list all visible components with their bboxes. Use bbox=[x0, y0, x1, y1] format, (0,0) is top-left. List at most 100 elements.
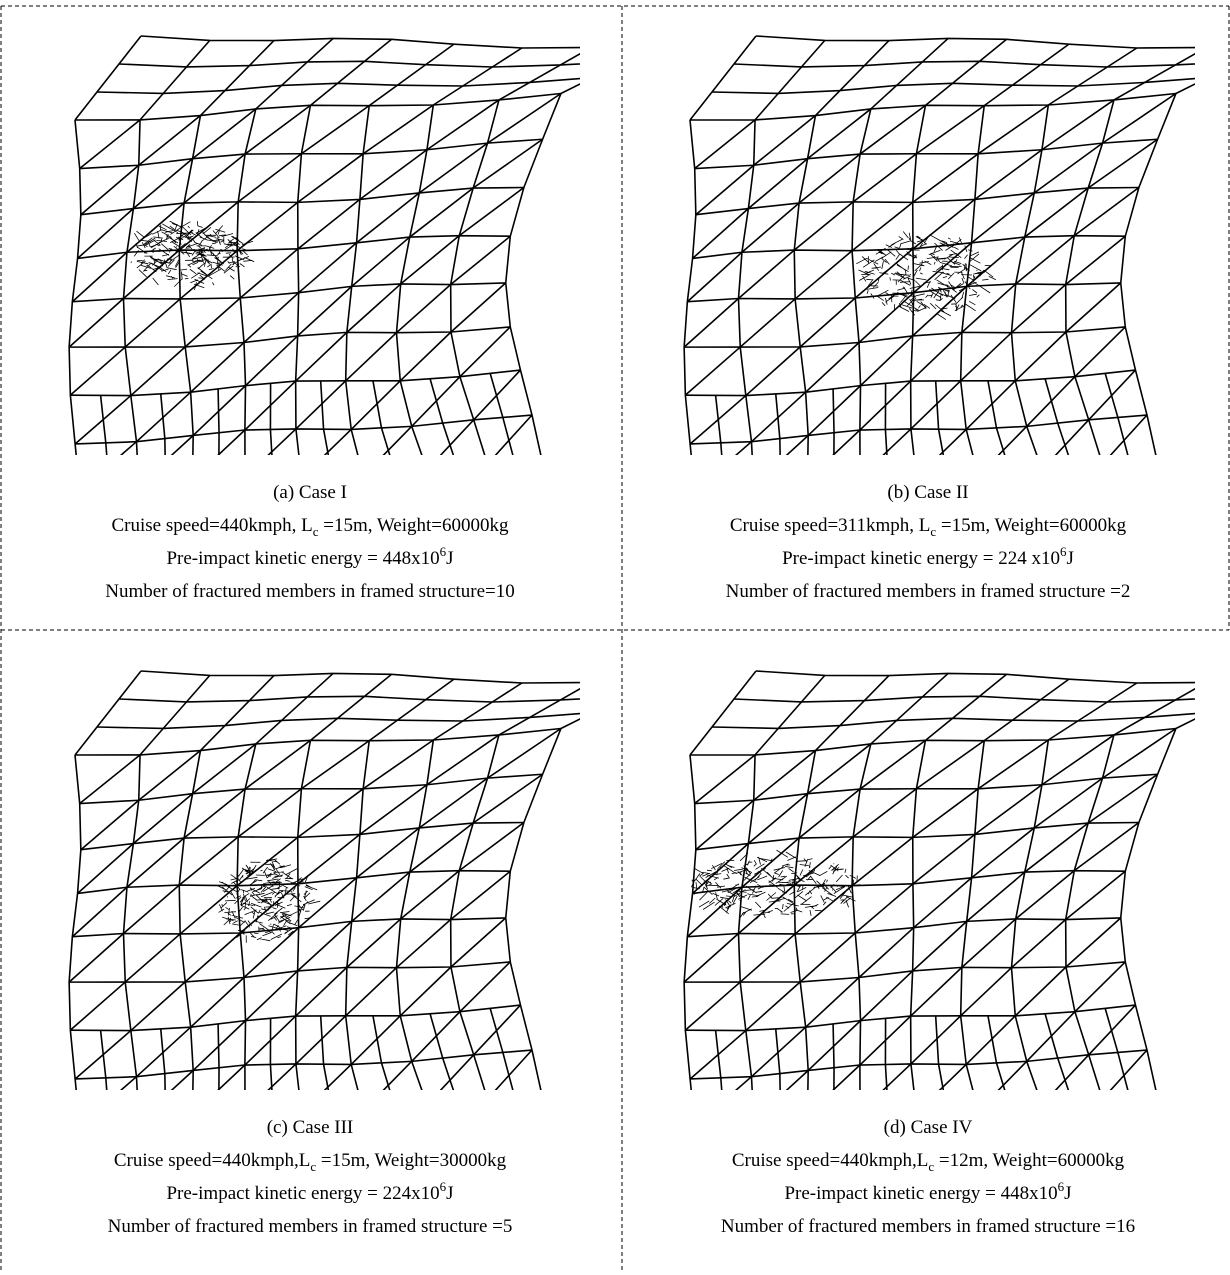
page: (a) Case ICruise speed=440kmph, Lc =15m,… bbox=[0, 0, 1230, 1275]
member bbox=[123, 885, 179, 933]
member bbox=[716, 395, 721, 442]
member bbox=[859, 928, 914, 978]
member bbox=[1016, 871, 1075, 919]
text-part: Pre-impact kinetic energy = 448x10 bbox=[784, 1183, 1057, 1204]
member bbox=[1118, 1052, 1130, 1098]
caption-label: (d) Case IV bbox=[884, 1117, 973, 1138]
member bbox=[1011, 740, 1056, 1148]
member bbox=[1066, 871, 1126, 919]
member bbox=[140, 675, 210, 755]
member bbox=[738, 755, 755, 1164]
member bbox=[1045, 379, 1058, 423]
caption-line: Pre-impact kinetic energy = 224 x106J bbox=[782, 544, 1074, 569]
member bbox=[301, 106, 369, 154]
member bbox=[996, 1063, 1010, 1108]
member bbox=[1011, 920, 1065, 968]
member bbox=[443, 1058, 458, 1102]
member bbox=[716, 1030, 721, 1077]
member bbox=[1103, 415, 1147, 464]
member bbox=[351, 381, 400, 430]
caption-fractured: Number of fractured members in framed st… bbox=[108, 1216, 513, 1237]
member bbox=[80, 120, 140, 169]
text-part: =12m, Weight=60000kg bbox=[934, 1150, 1125, 1171]
member bbox=[1121, 729, 1176, 1147]
member bbox=[506, 729, 561, 1147]
member bbox=[139, 1070, 193, 1120]
member bbox=[756, 671, 1230, 683]
member bbox=[833, 389, 834, 433]
member bbox=[400, 332, 451, 381]
member bbox=[966, 1016, 1015, 1065]
member bbox=[506, 94, 561, 512]
member bbox=[911, 967, 962, 1016]
member bbox=[693, 209, 749, 259]
member bbox=[70, 347, 125, 395]
text-part: Pre-impact kinetic energy = 448x10 bbox=[166, 548, 439, 569]
member bbox=[684, 934, 738, 983]
member bbox=[460, 962, 510, 1012]
member bbox=[237, 744, 256, 1161]
member bbox=[80, 442, 137, 491]
text-part: Cruise speed=440kmph,L bbox=[732, 1150, 928, 1171]
member bbox=[101, 395, 106, 442]
member bbox=[978, 426, 1026, 475]
member bbox=[185, 933, 240, 982]
member bbox=[993, 470, 1042, 520]
text-part: J bbox=[1064, 1183, 1071, 1204]
member bbox=[451, 735, 499, 1146]
member bbox=[78, 209, 134, 259]
member bbox=[430, 1014, 443, 1058]
member bbox=[740, 299, 795, 347]
member bbox=[871, 38, 948, 109]
member bbox=[256, 38, 333, 109]
member bbox=[75, 36, 141, 120]
member bbox=[301, 1064, 351, 1112]
text-part: J bbox=[1066, 548, 1073, 569]
member bbox=[1072, 467, 1084, 512]
member bbox=[690, 36, 756, 120]
member bbox=[961, 106, 993, 520]
member bbox=[81, 165, 139, 214]
caption-label: (b) Case II bbox=[887, 482, 968, 503]
member bbox=[119, 61, 625, 67]
member bbox=[451, 918, 506, 967]
member bbox=[191, 343, 244, 393]
member bbox=[1130, 1098, 1141, 1146]
figure: (a) Case ICruise speed=440kmph, Lc =15m,… bbox=[0, 0, 1230, 1270]
member bbox=[363, 740, 433, 789]
member bbox=[1011, 285, 1065, 333]
debris bbox=[856, 232, 996, 320]
member bbox=[81, 800, 139, 849]
member bbox=[396, 285, 450, 333]
member bbox=[459, 823, 524, 871]
member bbox=[298, 789, 363, 838]
member bbox=[721, 1078, 724, 1123]
member bbox=[916, 741, 984, 789]
member bbox=[72, 252, 127, 301]
member bbox=[351, 1016, 400, 1065]
member bbox=[200, 41, 274, 116]
member bbox=[346, 106, 378, 520]
member bbox=[179, 116, 200, 526]
member bbox=[347, 284, 401, 332]
member bbox=[101, 1030, 106, 1077]
member bbox=[373, 1016, 381, 1063]
member bbox=[363, 426, 411, 475]
text-part: Pre-impact kinetic energy = 224 x10 bbox=[782, 548, 1060, 569]
member bbox=[1056, 464, 1103, 513]
wireframe bbox=[684, 36, 1230, 535]
member bbox=[165, 439, 166, 483]
member bbox=[75, 671, 141, 755]
member bbox=[488, 1050, 532, 1099]
member bbox=[218, 1024, 219, 1068]
member bbox=[310, 674, 391, 740]
caption-fractured: Number of fractured members in framed st… bbox=[721, 1216, 1135, 1237]
member bbox=[734, 61, 1230, 67]
member bbox=[1066, 918, 1121, 967]
member bbox=[499, 682, 591, 735]
member bbox=[69, 934, 123, 983]
text-part: =15m, Weight=30000kg bbox=[316, 1150, 507, 1171]
member bbox=[800, 933, 855, 982]
text-part: Pre-impact kinetic energy = 224x10 bbox=[166, 1183, 439, 1204]
member bbox=[695, 442, 752, 491]
